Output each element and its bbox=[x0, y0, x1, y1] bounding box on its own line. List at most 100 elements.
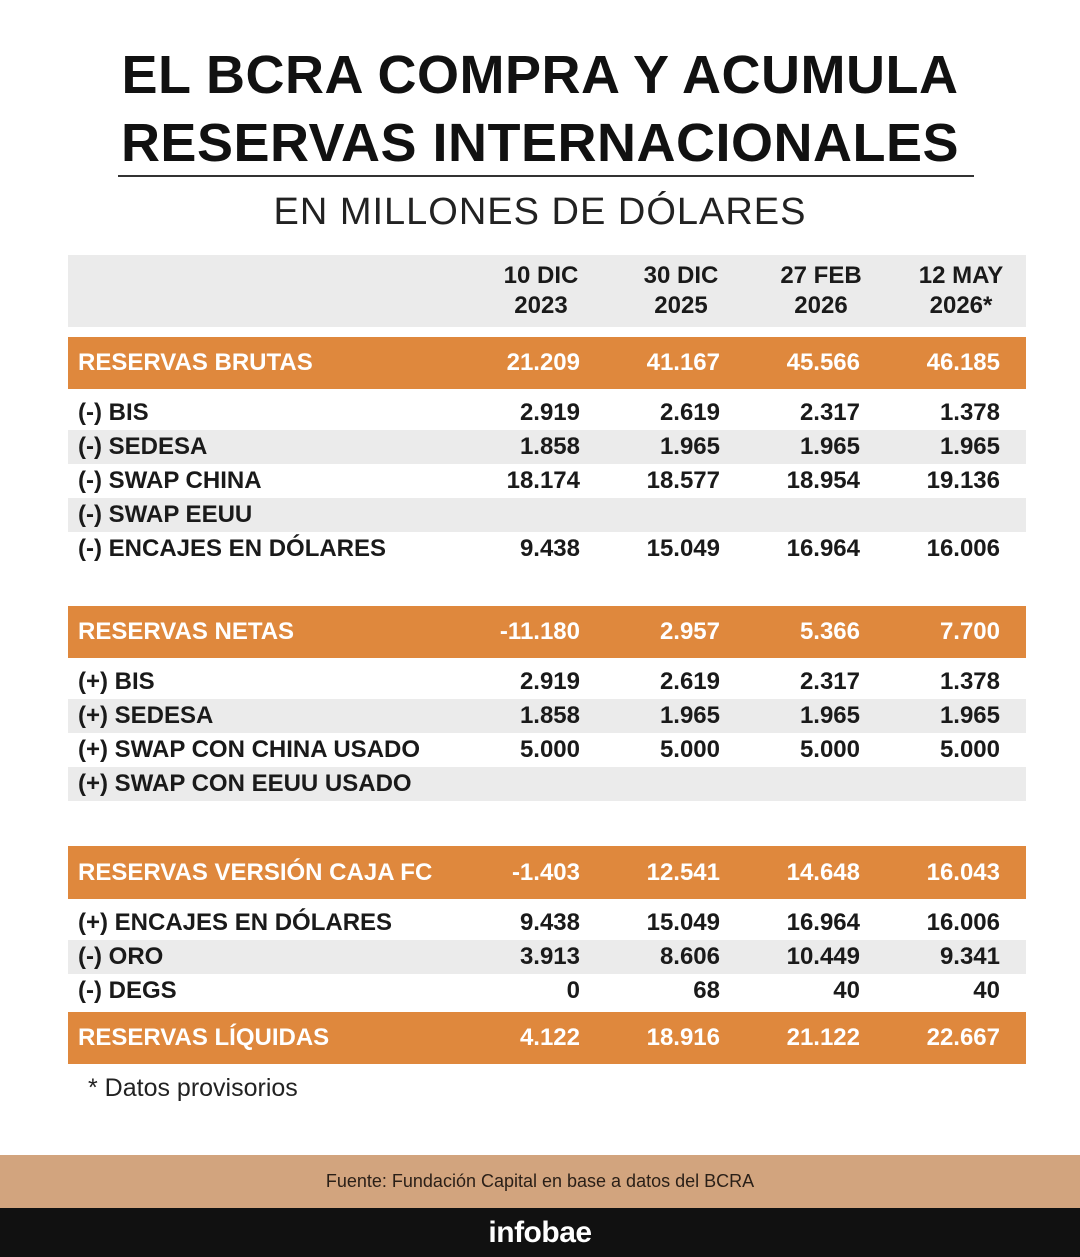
row-value: -1.403 bbox=[511, 858, 580, 886]
row-value: 45.566 bbox=[786, 349, 860, 376]
row-value: 7.700 bbox=[939, 618, 1000, 645]
row-value: 15.049 bbox=[646, 909, 720, 936]
row-value: 2.619 bbox=[659, 668, 720, 695]
row-value: 4.122 bbox=[519, 1024, 580, 1051]
row-label: RESERVAS VERSIÓN CAJA FC bbox=[78, 858, 433, 886]
row-value: 1.965 bbox=[659, 433, 720, 460]
total-row: RESERVAS BRUTAS 21.209 41.167 45.566 46.185 bbox=[68, 337, 1026, 389]
row-value: 1.965 bbox=[939, 433, 1000, 460]
row-value bbox=[628, 767, 720, 801]
row-value: 9.341 bbox=[939, 943, 1000, 970]
total-row: RESERVAS NETAS -11.180 2.957 5.366 7.700 bbox=[68, 606, 1026, 658]
column-header-line2: 2026* bbox=[929, 292, 993, 319]
column-header-line2: 2025 bbox=[654, 292, 708, 319]
row-value: 21.122 bbox=[786, 1024, 860, 1051]
row-label: RESERVAS LÍQUIDAS bbox=[78, 1024, 330, 1051]
row-value: 12.541 bbox=[646, 858, 720, 886]
row-value: 9.438 bbox=[519, 909, 580, 936]
table-row: (-) BIS 2.919 2.619 2.317 1.378 bbox=[68, 396, 1026, 430]
total-row: RESERVAS LÍQUIDAS 4.122 18.916 21.122 22.667 bbox=[68, 1012, 1026, 1064]
title-divider bbox=[118, 175, 974, 177]
row-label: (-) SEDESA bbox=[78, 433, 208, 460]
row-value: 2.317 bbox=[799, 399, 860, 426]
row-value: 5.000 bbox=[659, 736, 720, 763]
row-label: (-) ENCAJES EN DÓLARES bbox=[78, 535, 387, 562]
row-value: 15.049 bbox=[646, 535, 720, 562]
column-header-line1: 12 MAY bbox=[918, 262, 1004, 289]
row-value: 2.619 bbox=[659, 399, 720, 426]
table-row: (-) ORO 3.913 8.606 10.449 9.341 bbox=[68, 940, 1026, 974]
row-value: 5.000 bbox=[799, 736, 860, 763]
column-header-line2: 2023 bbox=[514, 292, 568, 319]
table-row: (-) SEDESA 1.858 1.965 1.965 1.965 bbox=[68, 430, 1026, 464]
table-row: (+) BIS 2.919 2.619 2.317 1.378 bbox=[68, 665, 1026, 699]
row-label: (+) ENCAJES EN DÓLARES bbox=[78, 909, 393, 936]
row-value: 10.449 bbox=[786, 943, 860, 970]
infobae-logo: infobae bbox=[488, 1215, 592, 1249]
row-label: (+) SEDESA bbox=[78, 702, 214, 729]
row-value: 1.378 bbox=[939, 399, 1000, 426]
row-label: (-) DEGS bbox=[78, 977, 177, 1004]
row-value: 2.957 bbox=[659, 618, 720, 645]
row-value: 8.606 bbox=[659, 943, 720, 970]
column-header-line1: 10 DIC bbox=[503, 262, 579, 289]
table-row: (+) SWAP CON EEUU USADO bbox=[68, 767, 1026, 801]
table-row: (+) ENCAJES EN DÓLARES 9.438 15.049 16.964 1… bbox=[68, 906, 1026, 940]
row-value: 2.317 bbox=[799, 668, 860, 695]
column-header-line1: 27 FEB bbox=[780, 262, 862, 289]
row-label: RESERVAS NETAS bbox=[78, 618, 295, 645]
row-value: 5.000 bbox=[939, 736, 1000, 763]
row-label: RESERVAS BRUTAS bbox=[78, 349, 313, 376]
row-label: (-) SWAP EEUU bbox=[78, 501, 253, 528]
row-value: 19.136 bbox=[926, 467, 1000, 494]
row-label: (-) SWAP CHINA bbox=[78, 467, 262, 494]
row-value: 14.648 bbox=[786, 858, 860, 886]
chart-title-line-1: EL BCRA COMPRA Y ACUMULA bbox=[121, 45, 959, 105]
row-value: 41.167 bbox=[646, 349, 720, 376]
row-label: (+) BIS bbox=[78, 668, 155, 695]
row-value: 18.577 bbox=[646, 467, 720, 494]
row-value: 40 bbox=[833, 977, 860, 1004]
row-value: 1.965 bbox=[799, 433, 860, 460]
row-value: 16.964 bbox=[786, 535, 860, 562]
row-value: -11.180 bbox=[499, 618, 580, 645]
row-value: 1.965 bbox=[799, 702, 860, 729]
row-value: 1.378 bbox=[939, 668, 1000, 695]
row-label: (+) SWAP CON CHINA USADO bbox=[78, 736, 421, 763]
column-header: 30 DIC 2025 bbox=[626, 255, 736, 327]
row-value: 18.916 bbox=[646, 1024, 720, 1051]
row-value: 0 bbox=[566, 977, 580, 1004]
row-value bbox=[488, 767, 580, 801]
total-row: RESERVAS VERSIÓN CAJA FC -1.403 12.541 14.6… bbox=[68, 846, 1026, 899]
column-header: 12 MAY 2026* bbox=[906, 255, 1016, 327]
row-value bbox=[628, 498, 720, 532]
table-row: (-) SWAP CHINA 18.174 18.577 18.954 19.136 bbox=[68, 464, 1026, 498]
brand-bar: infobae bbox=[0, 1208, 1080, 1257]
row-label: (-) BIS bbox=[78, 399, 149, 426]
row-value bbox=[768, 767, 860, 801]
row-value: 2.919 bbox=[519, 668, 580, 695]
table-row: (+) SWAP CON CHINA USADO 5.000 5.000 5.000 5… bbox=[68, 733, 1026, 767]
row-value bbox=[488, 498, 580, 532]
row-value: 1.858 bbox=[519, 433, 580, 460]
row-value: 3.913 bbox=[519, 943, 580, 970]
chart-title-line-2: RESERVAS INTERNACIONALES bbox=[120, 113, 960, 173]
row-value: 1.965 bbox=[659, 702, 720, 729]
row-value: 18.174 bbox=[506, 467, 580, 494]
row-value bbox=[908, 767, 1000, 801]
row-value: 1.965 bbox=[939, 702, 1000, 729]
reserves-table: 10 DIC 2023 30 DIC 2025 27 FEB 2026 12 M… bbox=[68, 0, 1026, 1257]
chart-subtitle: EN MILLONES DE DÓLARES bbox=[273, 191, 807, 233]
row-value: 2.919 bbox=[519, 399, 580, 426]
row-value: 5.366 bbox=[799, 618, 860, 645]
row-value: 5.000 bbox=[519, 736, 580, 763]
row-value: 16.006 bbox=[926, 909, 1000, 936]
column-header: 10 DIC 2023 bbox=[486, 255, 596, 327]
row-value: 16.006 bbox=[926, 535, 1000, 562]
table-row: (-) DEGS 0 68 40 40 bbox=[68, 974, 1026, 1008]
row-label: (-) ORO bbox=[78, 943, 164, 970]
table-header-row: 10 DIC 2023 30 DIC 2025 27 FEB 2026 12 M… bbox=[68, 255, 1026, 327]
column-header: 27 FEB 2026 bbox=[766, 255, 876, 327]
column-header-line1: 30 DIC bbox=[643, 262, 719, 289]
table-row: (-) ENCAJES EN DÓLARES 9.438 15.049 16.964 1… bbox=[68, 532, 1026, 566]
